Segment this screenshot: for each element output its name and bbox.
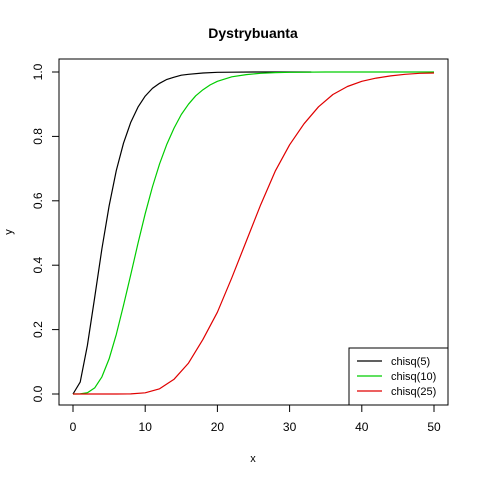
y-tick-label: 1.0 [31, 63, 45, 80]
series-lines [72, 71, 435, 395]
y-tick-label: 0.4 [31, 257, 45, 274]
x-tick-label: 40 [355, 420, 369, 434]
legend: chisq(5) chisq(10) chisq(25) [348, 347, 449, 406]
y-tick-label: 0.8 [31, 128, 45, 145]
series-line-0 [72, 71, 312, 395]
x-tick-label: 10 [139, 420, 153, 434]
series-line-2 [73, 72, 435, 395]
legend-label: chisq(25) [391, 386, 436, 398]
chart-title: Dystrybuanta [208, 25, 298, 41]
x-tick-label: 20 [211, 420, 225, 434]
y-tick-label: 0.0 [31, 385, 45, 402]
axes: 0 10 20 30 40 50 0.0 0.2 0.4 0.6 0.8 1.0 [31, 63, 441, 434]
x-tick-label: 50 [427, 420, 441, 434]
series-line-1 [72, 71, 434, 395]
x-tick-label: 30 [283, 420, 297, 434]
y-tick-label: 0.2 [31, 321, 45, 338]
x-tick-label: 0 [70, 420, 77, 434]
y-axis-label: y [3, 229, 15, 235]
x-axis-label: x [250, 453, 256, 465]
y-tick-label: 0.6 [31, 192, 45, 209]
legend-label: chisq(10) [391, 371, 436, 383]
legend-label: chisq(5) [391, 356, 430, 368]
